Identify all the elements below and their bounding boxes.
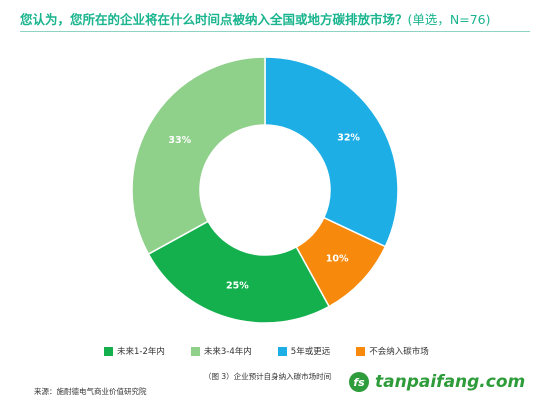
watermark-text: tanpaifang.com <box>375 372 526 392</box>
chart-legend: 未来1-2年内 未来3-4年内 5年或更远 不会纳入碳市场 <box>104 345 455 357</box>
donut-slice-2 <box>131 56 266 256</box>
watermark-logo: fs tanpaifang.com <box>349 372 525 392</box>
donut-slice-1 <box>147 220 331 324</box>
title-divider <box>20 31 530 32</box>
figure-caption: （图 3）企业预计自身纳入碳市场时间 <box>204 372 332 381</box>
leaf-logo-icon: fs <box>349 372 369 392</box>
legend-swatch <box>190 346 200 356</box>
slice-value-label-1: 25% <box>226 281 249 292</box>
legend-swatch <box>104 346 113 356</box>
donut-slice-3 <box>264 56 399 248</box>
legend-item-1: 未来1-2年内 <box>104 345 165 357</box>
slice-value-label-4: 10% <box>326 253 349 264</box>
legend-swatch <box>356 346 366 356</box>
chart-subtitle: (单选，N=76) <box>407 12 491 27</box>
legend-item-2: 未来3-4年内 <box>190 345 252 357</box>
slice-value-label-3: 32% <box>337 132 360 143</box>
legend-swatch <box>277 346 287 356</box>
chart-title-main: 您认为，您所在的企业将在什么时间点被纳入全国或地方碳排放市场？ <box>20 12 408 27</box>
slice-value-label-2: 33% <box>168 135 191 146</box>
legend-label: 未来1-2年内 <box>117 347 165 357</box>
legend-label: 未来3-4年内 <box>203 347 252 357</box>
legend-item-4: 不会纳入碳市场 <box>356 345 429 357</box>
legend-item-3: 5年或更远 <box>277 345 331 357</box>
legend-label: 5年或更远 <box>290 347 331 357</box>
legend-label: 不会纳入碳市场 <box>369 347 429 357</box>
source-note: 来源：施耐德电气商业价值研究院 <box>34 387 147 396</box>
chart-title: 您认为，您所在的企业将在什么时间点被纳入全国或地方碳排放市场？(单选，N=76) <box>20 9 530 28</box>
